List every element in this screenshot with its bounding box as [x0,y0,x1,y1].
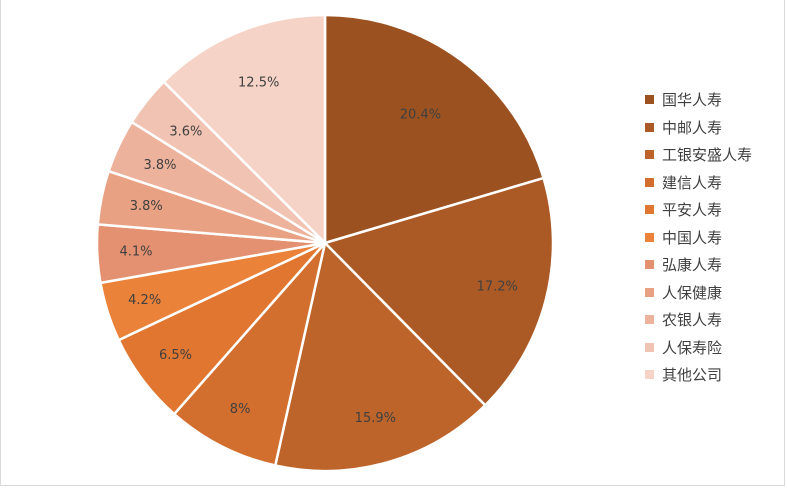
legend-swatch [645,150,654,160]
legend-label: 建信人寿 [662,173,723,192]
data-label-1: 20.4% [400,108,441,123]
legend-label: 平安人寿 [662,201,723,220]
data-label-4: 8% [230,402,251,417]
legend-swatch [645,205,654,215]
pie-data-labels: 20.4% 17.2% 15.9% 8% 6.5% 4.2% 4.1% 3.8% 3.8% 3.6… [119,75,517,425]
legend-label: 其他公司 [662,366,723,385]
data-label-5: 6.5% [159,348,192,363]
legend-item: 农银人寿 [645,306,752,334]
legend-item: 平安人寿 [645,196,752,224]
data-label-9: 3.8% [143,158,176,173]
pie-slice-3 [274,241,487,473]
legend-swatch [645,260,654,270]
legend-item: 其他公司 [645,361,752,389]
legend-item: 弘康人寿 [645,251,752,279]
legend-label: 国华人寿 [662,91,723,110]
data-label-8: 3.8% [130,199,163,214]
legend-item: 国华人寿 [645,86,752,114]
pie-slices [95,13,555,473]
data-label-6: 4.2% [128,293,161,308]
legend-label: 工银安盛人寿 [662,146,753,165]
pie-slice-11 [162,13,327,245]
legend-item: 人保寿险 [645,334,752,362]
data-label-11: 12.5% [238,75,279,90]
legend-label: 弘康人寿 [662,256,723,275]
legend-item: 工银安盛人寿 [645,141,752,169]
data-label-3: 15.9% [355,411,396,426]
legend-item: 人保健康 [645,279,752,307]
data-label-10: 3.6% [169,125,202,140]
pie-slice-2 [323,176,555,407]
legend-item: 中邮人寿 [645,114,752,142]
legend-swatch [645,287,654,297]
data-label-7: 4.1% [119,244,152,259]
legend-swatch [645,315,654,325]
legend-label: 人保寿险 [662,338,723,357]
legend-label: 人保健康 [662,283,723,302]
pie-slice-1 [323,13,545,245]
legend-label: 中国人寿 [662,228,723,247]
legend-swatch [645,122,654,132]
legend-swatch [645,370,654,380]
legend-swatch [645,232,654,242]
legend-item: 中国人寿 [645,224,752,252]
legend-swatch [645,342,654,352]
data-label-2: 17.2% [477,280,518,295]
legend: 国华人寿中邮人寿工银安盛人寿 建信人寿平安人寿中国人寿弘康人寿人保健康农银人寿人保… [645,86,752,389]
legend-item: 建信人寿 [645,169,752,197]
pie-slice-4 [172,241,327,467]
legend-swatch [645,95,654,105]
legend-swatch [645,177,654,187]
legend-label: 农银人寿 [662,311,723,330]
legend-label: 中邮人寿 [662,118,723,137]
